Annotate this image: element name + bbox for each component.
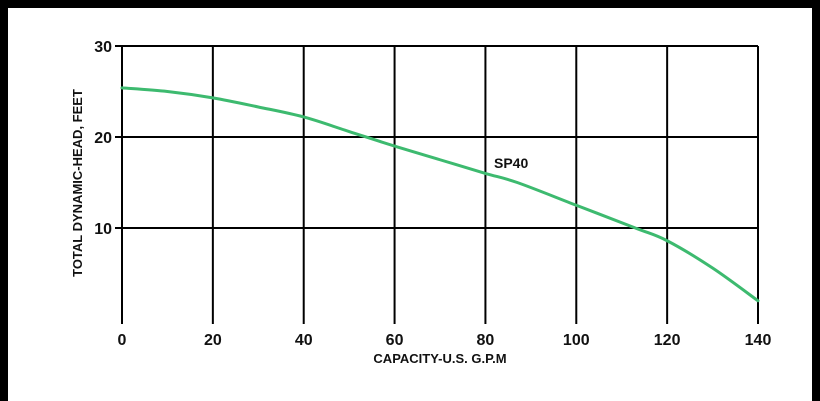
x-tick-label-140: 140 <box>745 332 772 349</box>
x-tick-label-20: 20 <box>204 332 222 349</box>
label-layer: TOTAL DYNAMIC-HEAD, FEET CAPACITY-U.S. G… <box>70 39 771 366</box>
grid-layer <box>115 45 759 324</box>
series-line-sp40 <box>120 86 760 303</box>
series-label-sp40: SP40 <box>494 155 528 171</box>
x-tick-label-0: 0 <box>118 332 127 349</box>
curve-layer <box>120 86 760 303</box>
x-tick-label-100: 100 <box>563 332 590 349</box>
y-tick-label-30: 30 <box>94 39 112 56</box>
x-tick-label-80: 80 <box>477 332 495 349</box>
y-tick-label-20: 20 <box>94 130 112 147</box>
x-axis-title: CAPACITY-U.S. G.P.M <box>373 351 506 366</box>
y-tick-label-10: 10 <box>94 221 112 238</box>
x-tick-label-60: 60 <box>386 332 404 349</box>
x-tick-label-40: 40 <box>295 332 313 349</box>
y-axis-title: TOTAL DYNAMIC-HEAD, FEET <box>70 89 85 277</box>
x-tick-label-120: 120 <box>654 332 681 349</box>
